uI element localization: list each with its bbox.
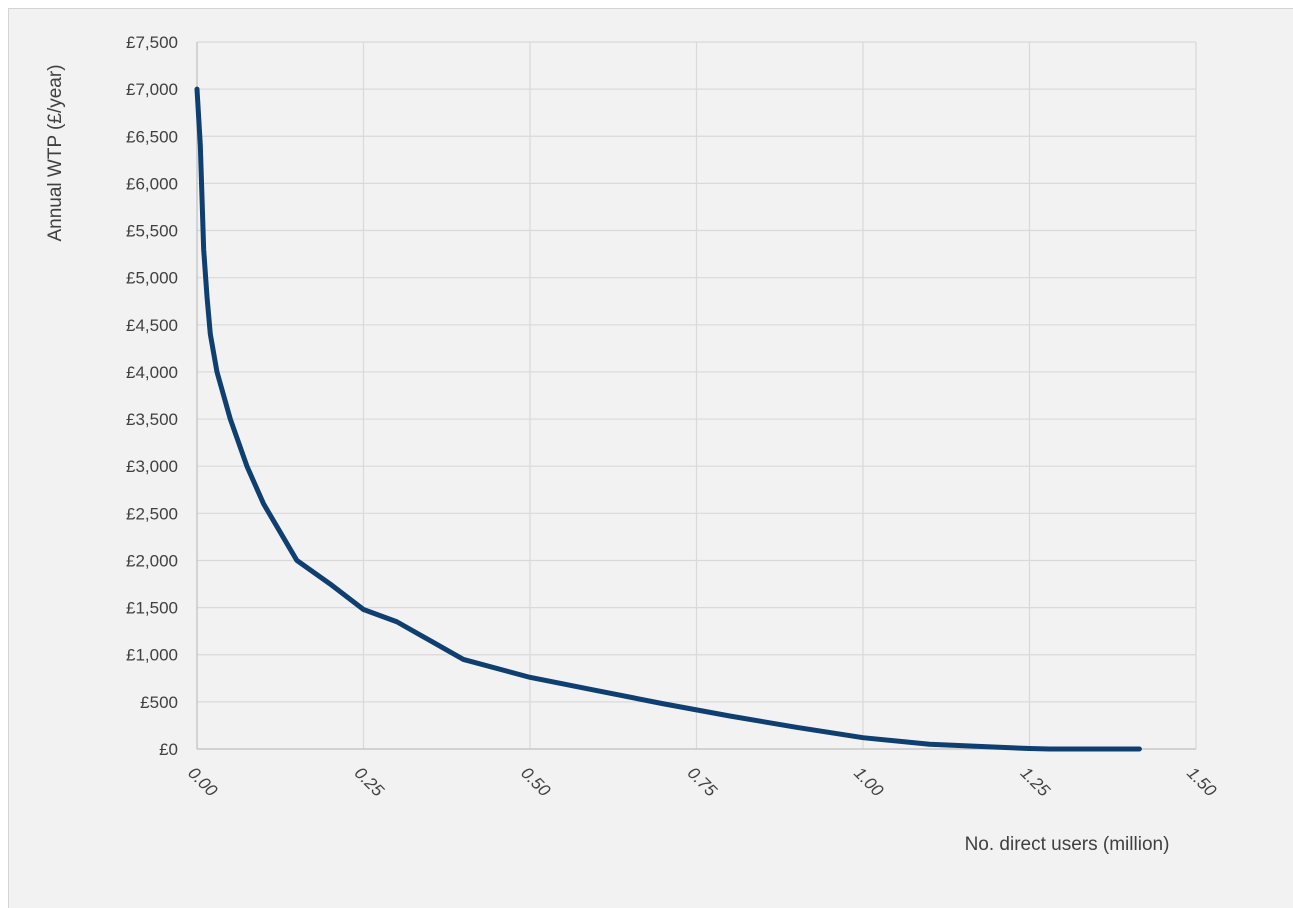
y-tick-label: £7,000 (126, 80, 178, 99)
series-layer (194, 86, 1142, 752)
y-tick-label: £2,500 (126, 504, 178, 523)
y-tick-label: £2,000 (126, 551, 178, 570)
y-tick-label: £500 (140, 693, 178, 712)
y-tick-label: £5,000 (126, 269, 178, 288)
chart-area (8, 8, 1293, 908)
series-line (194, 86, 1142, 752)
y-tick-label: £4,500 (126, 316, 178, 335)
gridlines (197, 41, 1197, 749)
x-tick-label: 1.50 (1183, 763, 1220, 800)
x-axis-title: No. direct users (million) (965, 834, 1170, 855)
y-axis-title: Annual WTP (£/year) (45, 64, 66, 241)
y-tick-label: £6,500 (126, 127, 178, 146)
y-tick-label: £1,000 (126, 646, 178, 665)
x-tick-label: 0.75 (684, 763, 721, 800)
y-tick-label: £4,000 (126, 363, 178, 382)
x-tick-label: 1.00 (850, 763, 887, 800)
y-tick-label: £6,000 (126, 174, 178, 193)
y-tick-label: £1,500 (126, 599, 178, 618)
y-tick-label: £0 (159, 740, 178, 759)
x-axis-ticks: 0.00 0.25 0.50 0.75 1.00 1.25 1.50 (184, 763, 1220, 800)
x-tick-label: 0.25 (351, 763, 388, 800)
y-tick-label: £3,000 (126, 457, 178, 476)
x-tick-label: 0.50 (517, 763, 554, 800)
y-tick-label: £5,500 (126, 222, 178, 241)
x-tick-label: 0.00 (184, 763, 221, 800)
y-tick-label: £3,500 (126, 410, 178, 429)
x-tick-label: 1.25 (1017, 763, 1054, 800)
y-tick-label: £7,500 (126, 33, 178, 52)
y-axis-ticks: £0 £500 £1,000 £1,500 £2,000 £2,500 £3,000 £3,5… (126, 33, 178, 759)
